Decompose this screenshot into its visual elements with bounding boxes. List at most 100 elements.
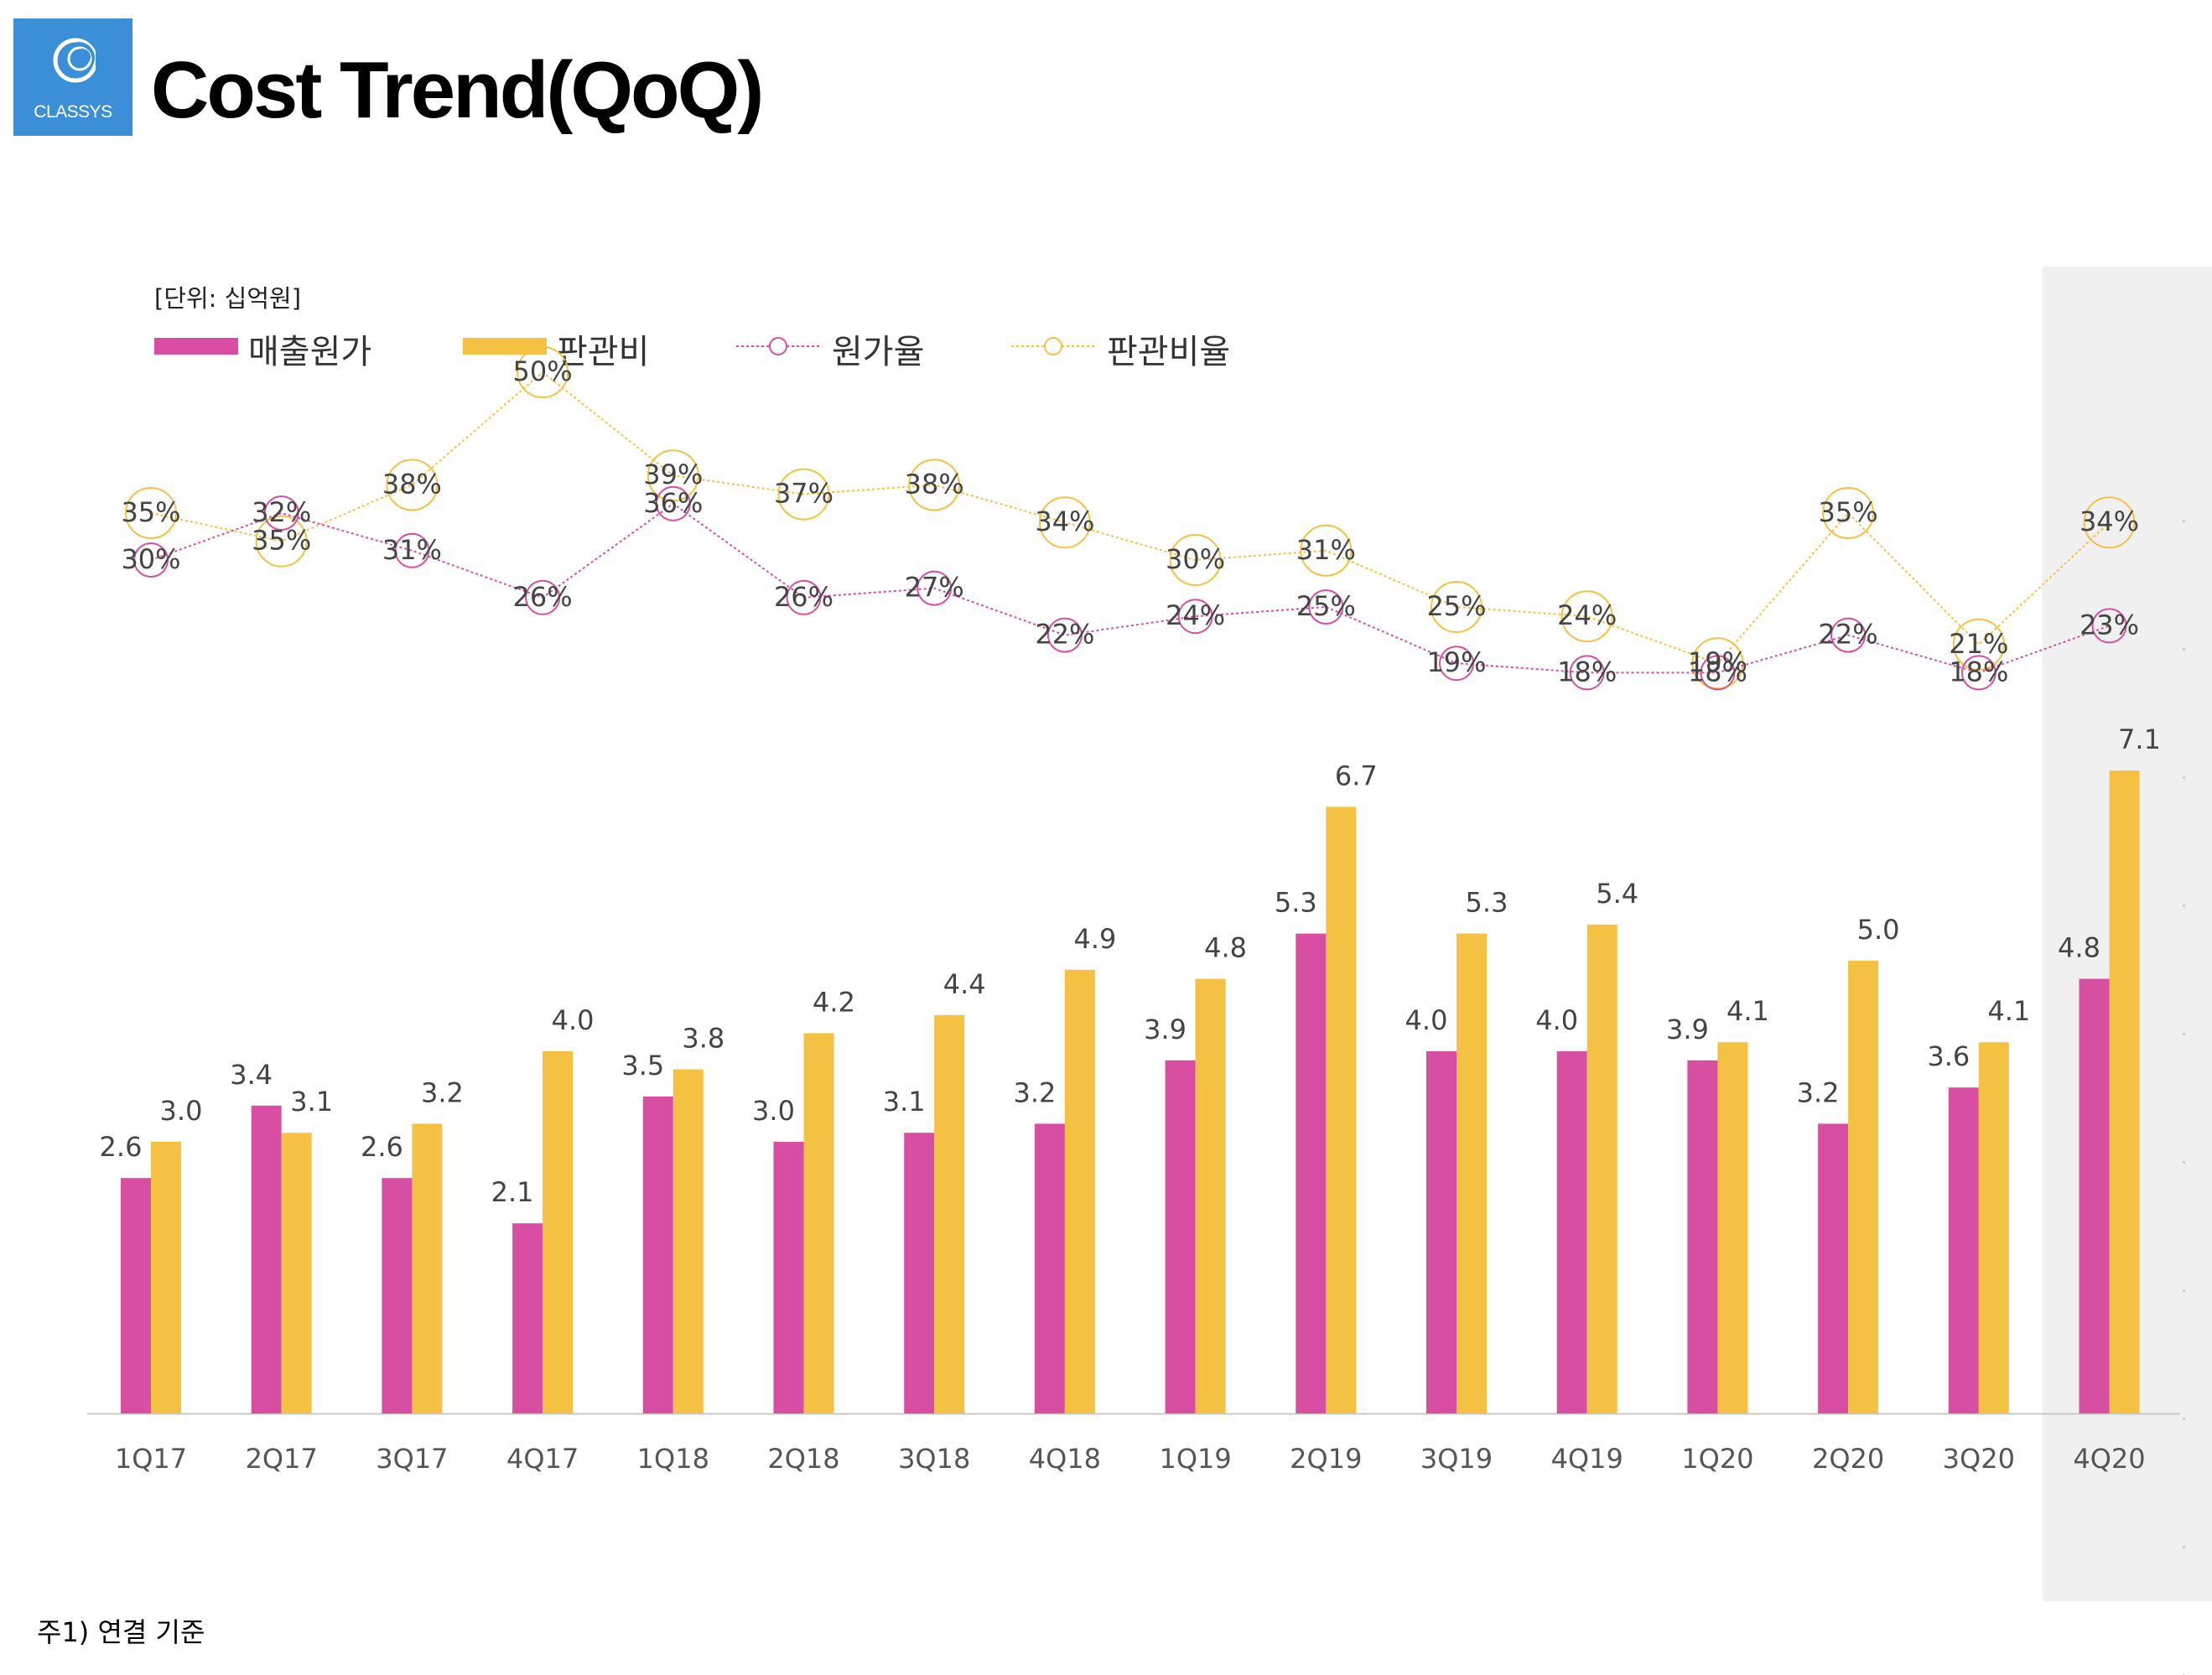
page-title: Cost Trend(QoQ) [151,45,764,135]
cost-ratio-point [916,570,953,606]
x-tick-label: 2Q20 [1812,1443,1884,1475]
bar-cogs [2079,978,2110,1413]
data-label-cogs: 3.2 [1797,1076,1840,1108]
legend-label-sga: 판관비 [557,333,650,371]
data-label-cogs: 5.3 [1275,887,1317,919]
sga-ratio-point [1822,487,1875,539]
data-label-cogs: 2.6 [361,1131,403,1163]
legend-label-cost-ratio: 원가율 [832,333,925,371]
x-tick-label: 2Q18 [767,1443,839,1475]
bar-cogs [1818,1123,1849,1413]
legend-label-sga-ratio: 판관비율 [1107,333,1231,371]
bar-cogs [642,1097,673,1413]
sga-ratio-data-label: 35% [252,525,311,557]
bar-sga [1848,961,1879,1413]
sga-ratio-data-label: 35% [1819,496,1878,528]
bar-cogs [1165,1060,1196,1413]
data-label-cogs: 3.1 [883,1086,926,1118]
sga-ratio-point [1169,534,1222,586]
bar-sga [1717,1042,1748,1413]
sga-ratio-data-label: 21% [1949,628,2008,660]
x-tick-label: 2Q19 [1290,1443,1362,1475]
bar-sga [1586,924,1617,1413]
cost-ratio-data-label: 25% [1296,590,1356,622]
unit-label: [단위: 십억원] [154,284,302,313]
highlight-band-tick [2183,1289,2185,1292]
sga-ratio-point [777,468,830,521]
data-label-cogs: 4.0 [1535,1004,1578,1036]
logo-text: CLASSYS [34,102,112,122]
data-label-sga: 6.7 [1335,760,1378,791]
x-tick-label: 4Q18 [1029,1443,1101,1475]
sga-ratio-point [386,459,439,511]
footnote: 주1) 연결 기준 [37,1616,205,1648]
bar-cogs [1034,1123,1065,1413]
bar-sga [934,1014,965,1413]
logo: CLASSYS [13,18,132,136]
sga-ratio-data-label: 35% [121,496,180,528]
cost-ratio-point [1177,599,1213,635]
bar-sga [281,1133,312,1413]
highlight-band-tick [2183,1161,2185,1164]
data-label-sga: 4.0 [552,1004,595,1036]
cost-ratio-data-label: 26% [513,581,573,613]
data-label-cogs: 3.5 [621,1050,664,1081]
legend-marker-cost-ratio [736,337,820,355]
bar-cogs [1426,1051,1456,1413]
sga-ratio-data-label: 31% [1296,534,1356,566]
legend-marker-sga-ratio [1011,337,1095,355]
sga-ratio-data-label: 24% [1557,599,1617,631]
cost-ratio-data-label: 18% [1688,656,1747,687]
data-label-cogs: 3.0 [752,1095,795,1127]
data-label-sga: 3.8 [682,1023,724,1055]
bar-sga [1064,969,1095,1413]
cost-ratio-data-label: 19% [1426,646,1486,678]
bar-sga [1326,806,1357,1413]
sga-ratio-data-label: 38% [382,468,442,500]
sga-ratio-point [1691,637,1744,690]
sga-ratio-point [908,459,961,511]
data-label-sga: 4.1 [1987,995,2030,1027]
bar-sga [1978,1042,2009,1413]
sga-ratio-data-label: 37% [774,478,833,510]
data-label-sga: 4.1 [1727,995,1769,1027]
highlight-band-tick [2183,1033,2185,1035]
x-tick-label: 1Q20 [1681,1443,1753,1475]
x-tick-label: 4Q17 [506,1443,579,1475]
x-tick-label: 1Q19 [1159,1443,1231,1475]
bar-cogs [904,1133,935,1413]
cost-ratio-data-label: 30% [121,543,180,575]
sga-ratio-point [1952,618,2005,671]
data-label-sga: 7.1 [2118,723,2161,755]
data-label-cogs: 3.2 [1013,1076,1056,1108]
sga-ratio-point [1038,496,1091,549]
cost-ratio-point [1830,617,1867,653]
cost-ratio-point [655,485,691,521]
sga-ratio-data-label: 19% [1688,646,1747,678]
sga-ratio-point [646,449,699,502]
sga-ratio-data-label: 39% [643,459,703,490]
cost-ratio-data-label: 18% [1557,656,1617,687]
cost-ratio-point [2091,608,2127,644]
cost-ratio-point [525,579,561,615]
cost-ratio-data-label: 26% [774,581,833,613]
sga-ratio-data-label: 38% [905,468,964,500]
bar-sga [151,1142,181,1413]
legend-label-cogs: 매출원가 [248,333,372,371]
highlight-band-tick [2183,905,2185,907]
bar-cogs [1687,1060,1718,1413]
data-label-cogs: 3.4 [230,1059,273,1091]
cost-ratio-point [1700,655,1736,691]
sga-ratio-point [1431,581,1482,633]
cost-ratio-data-label: 32% [252,496,311,528]
x-tick-label: 1Q17 [115,1443,187,1475]
sga-ratio-data-label: 30% [1166,543,1225,575]
cost-ratio-data-label: 27% [905,572,964,604]
highlight-band-tick [2183,520,2185,522]
data-label-sga: 5.4 [1596,878,1638,910]
cost-ratio-line [150,502,2110,674]
x-tick-label: 4Q20 [2073,1443,2145,1475]
cost-ratio-point [1960,655,1997,691]
bar-cogs [121,1178,151,1413]
